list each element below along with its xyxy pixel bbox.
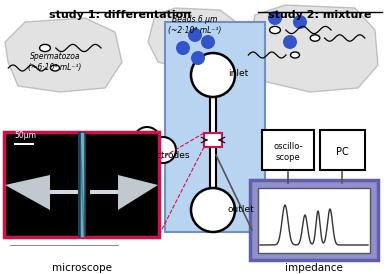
Text: microscope: microscope bbox=[52, 263, 112, 273]
Text: HL-60
(~1·10⁵ mL⁻¹): HL-60 (~1·10⁵ mL⁻¹) bbox=[95, 148, 148, 168]
Text: impedance: impedance bbox=[285, 263, 343, 273]
Bar bbox=[204, 133, 222, 147]
Bar bbox=[320, 130, 365, 170]
Text: inlet: inlet bbox=[228, 68, 248, 78]
Polygon shape bbox=[118, 175, 158, 210]
Polygon shape bbox=[248, 5, 378, 92]
Bar bbox=[50, 190, 78, 194]
Text: outlet: outlet bbox=[228, 206, 255, 215]
Polygon shape bbox=[148, 8, 242, 72]
Text: study 1: differentation: study 1: differentation bbox=[49, 10, 191, 20]
Text: electrodes: electrodes bbox=[142, 150, 190, 159]
Text: Spermatozoa
(~6·10⁶ mL⁻¹): Spermatozoa (~6·10⁶ mL⁻¹) bbox=[28, 52, 82, 72]
Bar bbox=[4, 132, 159, 237]
Bar bbox=[262, 130, 314, 170]
Text: study 2: mixture: study 2: mixture bbox=[268, 10, 372, 20]
Ellipse shape bbox=[310, 35, 320, 41]
Bar bbox=[210, 97, 216, 188]
Circle shape bbox=[150, 137, 176, 163]
Text: Beads 6 μm
(~2·10⁶ mL⁻¹): Beads 6 μm (~2·10⁶ mL⁻¹) bbox=[168, 15, 222, 35]
Circle shape bbox=[191, 51, 205, 65]
Circle shape bbox=[293, 15, 307, 29]
Circle shape bbox=[283, 35, 297, 49]
Bar bbox=[165, 22, 265, 232]
Ellipse shape bbox=[270, 26, 280, 34]
Ellipse shape bbox=[50, 65, 59, 71]
Bar bbox=[90, 190, 118, 194]
Text: oscillo-
scope: oscillo- scope bbox=[273, 142, 303, 162]
Circle shape bbox=[191, 53, 235, 97]
Circle shape bbox=[176, 41, 190, 55]
Circle shape bbox=[188, 28, 202, 42]
Text: PC: PC bbox=[335, 147, 348, 157]
Text: 50μm: 50μm bbox=[14, 131, 36, 140]
Ellipse shape bbox=[39, 44, 50, 52]
Polygon shape bbox=[5, 175, 50, 210]
Bar bbox=[258, 188, 370, 253]
Circle shape bbox=[191, 188, 235, 232]
Circle shape bbox=[134, 127, 160, 153]
Bar bbox=[250, 180, 378, 260]
Polygon shape bbox=[5, 18, 122, 92]
Circle shape bbox=[201, 35, 215, 49]
Circle shape bbox=[268, 11, 282, 25]
Bar bbox=[14, 143, 34, 145]
Ellipse shape bbox=[291, 52, 300, 58]
Bar bbox=[78, 132, 86, 237]
